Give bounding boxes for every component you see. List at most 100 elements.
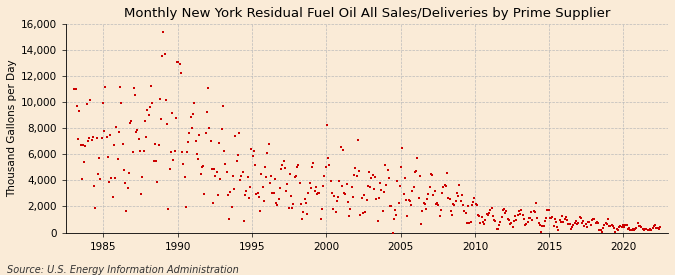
Point (262, 151, 273, 156)
Point (465, 220, 476, 224)
Point (620, 222, 630, 227)
Point (468, 200, 479, 204)
Point (588, 217, 599, 221)
Point (425, 171, 436, 176)
Point (431, 202, 441, 206)
Point (217, 103, 228, 108)
Point (646, 228, 657, 232)
Point (300, 201, 311, 205)
Point (272, 202, 283, 207)
Point (512, 213, 523, 218)
Point (116, 100, 127, 105)
Point (379, 189, 389, 194)
Point (643, 227, 654, 232)
Point (245, 185, 256, 189)
Point (608, 224, 618, 228)
Point (208, 201, 219, 205)
Point (652, 226, 663, 231)
Point (400, 176, 410, 180)
Point (298, 210, 308, 214)
Point (192, 152, 202, 156)
Point (275, 167, 286, 171)
Point (115, 85, 126, 89)
Point (454, 182, 465, 187)
Point (330, 210, 341, 214)
Point (209, 167, 219, 171)
Point (171, 116, 182, 120)
Point (263, 142, 274, 146)
Point (101, 134, 112, 139)
Point (459, 209, 470, 213)
Point (315, 216, 326, 221)
Point (517, 213, 528, 218)
Point (446, 209, 456, 214)
Point (527, 217, 538, 222)
Point (167, 111, 178, 115)
Point (609, 226, 620, 230)
Point (346, 185, 357, 189)
Point (200, 131, 211, 135)
Point (111, 125, 122, 130)
Point (649, 224, 659, 228)
Point (82, 139, 93, 144)
Point (474, 214, 485, 218)
Point (259, 199, 269, 203)
Point (593, 221, 603, 226)
Point (309, 189, 320, 193)
Point (364, 170, 375, 175)
Point (529, 208, 539, 213)
Point (462, 221, 472, 226)
Point (356, 196, 367, 201)
Point (365, 185, 376, 189)
Point (223, 216, 234, 221)
Point (511, 218, 522, 222)
Point (388, 217, 399, 221)
Point (564, 221, 575, 226)
Point (649, 223, 660, 227)
Point (335, 145, 346, 149)
Point (278, 159, 289, 163)
Point (348, 195, 358, 199)
Point (153, 143, 164, 147)
Point (345, 207, 356, 211)
Point (464, 221, 475, 226)
Point (325, 178, 336, 183)
Point (618, 223, 628, 227)
Point (560, 217, 570, 222)
Point (216, 126, 227, 131)
Point (260, 164, 271, 169)
Point (250, 163, 261, 168)
Point (269, 177, 280, 182)
Point (590, 221, 601, 225)
Point (375, 181, 385, 185)
Point (408, 185, 419, 189)
Point (549, 217, 560, 221)
Point (516, 208, 526, 212)
Point (110, 176, 121, 180)
Point (236, 174, 247, 178)
Point (610, 230, 621, 234)
Point (480, 218, 491, 222)
Point (447, 213, 458, 217)
Point (79, 160, 90, 164)
Point (152, 179, 163, 184)
Point (171, 60, 182, 64)
Point (637, 226, 648, 231)
Point (358, 210, 369, 215)
Point (287, 206, 298, 210)
Point (334, 179, 345, 184)
Point (125, 121, 136, 125)
Point (320, 165, 331, 169)
Point (284, 172, 295, 176)
Point (562, 218, 572, 222)
Point (477, 220, 488, 224)
Point (169, 148, 180, 153)
Point (612, 228, 623, 233)
Point (523, 216, 534, 220)
Point (75, 142, 86, 147)
Point (136, 192, 146, 197)
Point (252, 191, 263, 195)
Point (329, 194, 340, 199)
Point (616, 225, 627, 229)
Point (147, 101, 158, 106)
